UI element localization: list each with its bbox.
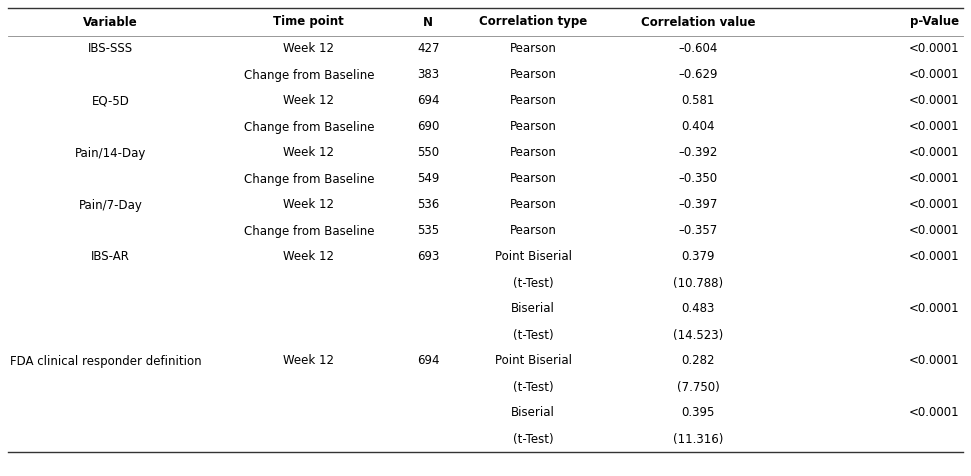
Text: Time point: Time point <box>274 16 344 29</box>
Text: Week 12: Week 12 <box>284 198 334 211</box>
Text: Correlation value: Correlation value <box>641 16 755 29</box>
Text: FDA clinical responder definition: FDA clinical responder definition <box>10 355 202 367</box>
Text: <0.0001: <0.0001 <box>909 250 959 264</box>
Text: Pearson: Pearson <box>510 42 556 56</box>
Text: <0.0001: <0.0001 <box>909 198 959 211</box>
Text: (11.316): (11.316) <box>673 433 723 446</box>
Text: Pearson: Pearson <box>510 147 556 159</box>
Text: Biserial: Biserial <box>512 303 555 316</box>
Text: 427: 427 <box>417 42 440 56</box>
Text: –0.629: –0.629 <box>678 69 718 81</box>
Text: (7.750): (7.750) <box>677 380 720 394</box>
Text: –0.392: –0.392 <box>679 147 718 159</box>
Text: (14.523): (14.523) <box>673 328 723 341</box>
Text: Biserial: Biserial <box>512 407 555 419</box>
Text: p-Value: p-Value <box>910 16 959 29</box>
Text: IBS-AR: IBS-AR <box>91 250 130 264</box>
Text: 0.282: 0.282 <box>682 355 715 367</box>
Text: EQ-5D: EQ-5D <box>91 95 129 108</box>
Text: <0.0001: <0.0001 <box>909 303 959 316</box>
Text: –0.350: –0.350 <box>679 172 718 186</box>
Text: (t-Test): (t-Test) <box>513 277 553 289</box>
Text: Week 12: Week 12 <box>284 147 334 159</box>
Text: 0.483: 0.483 <box>682 303 715 316</box>
Text: Pearson: Pearson <box>510 225 556 238</box>
Text: IBS-SSS: IBS-SSS <box>88 42 133 56</box>
Text: Change from Baseline: Change from Baseline <box>244 69 374 81</box>
Text: (t-Test): (t-Test) <box>513 380 553 394</box>
Text: <0.0001: <0.0001 <box>909 95 959 108</box>
Text: Point Biserial: Point Biserial <box>495 250 572 264</box>
Text: 0.395: 0.395 <box>682 407 715 419</box>
Text: <0.0001: <0.0001 <box>909 69 959 81</box>
Text: Pearson: Pearson <box>510 95 556 108</box>
Text: 0.404: 0.404 <box>682 120 715 133</box>
Text: 694: 694 <box>417 95 440 108</box>
Text: 0.379: 0.379 <box>682 250 715 264</box>
Text: <0.0001: <0.0001 <box>909 172 959 186</box>
Text: Correlation type: Correlation type <box>479 16 587 29</box>
Text: (t-Test): (t-Test) <box>513 433 553 446</box>
Text: 690: 690 <box>417 120 440 133</box>
Text: 550: 550 <box>418 147 439 159</box>
Text: <0.0001: <0.0001 <box>909 407 959 419</box>
Text: Pearson: Pearson <box>510 198 556 211</box>
Text: 0.581: 0.581 <box>682 95 715 108</box>
Text: Week 12: Week 12 <box>284 42 334 56</box>
Text: (t-Test): (t-Test) <box>513 328 553 341</box>
Text: 694: 694 <box>417 355 440 367</box>
Text: Change from Baseline: Change from Baseline <box>244 225 374 238</box>
Text: <0.0001: <0.0001 <box>909 120 959 133</box>
Text: Pain/7-Day: Pain/7-Day <box>79 198 143 211</box>
Text: Change from Baseline: Change from Baseline <box>244 172 374 186</box>
Text: 536: 536 <box>418 198 439 211</box>
Text: 549: 549 <box>417 172 440 186</box>
Text: Pain/14-Day: Pain/14-Day <box>75 147 147 159</box>
Text: –0.397: –0.397 <box>679 198 718 211</box>
Text: Week 12: Week 12 <box>284 95 334 108</box>
Text: (10.788): (10.788) <box>673 277 723 289</box>
Text: Point Biserial: Point Biserial <box>495 355 572 367</box>
Text: Week 12: Week 12 <box>284 355 334 367</box>
Text: –0.604: –0.604 <box>679 42 718 56</box>
Text: Week 12: Week 12 <box>284 250 334 264</box>
Text: Pearson: Pearson <box>510 172 556 186</box>
Text: 693: 693 <box>417 250 440 264</box>
Text: N: N <box>423 16 433 29</box>
Text: <0.0001: <0.0001 <box>909 355 959 367</box>
Text: <0.0001: <0.0001 <box>909 42 959 56</box>
Text: Change from Baseline: Change from Baseline <box>244 120 374 133</box>
Text: Pearson: Pearson <box>510 120 556 133</box>
Text: 383: 383 <box>418 69 439 81</box>
Text: Pearson: Pearson <box>510 69 556 81</box>
Text: –0.357: –0.357 <box>679 225 718 238</box>
Text: <0.0001: <0.0001 <box>909 147 959 159</box>
Text: 535: 535 <box>418 225 439 238</box>
Text: Variable: Variable <box>84 16 138 29</box>
Text: <0.0001: <0.0001 <box>909 225 959 238</box>
